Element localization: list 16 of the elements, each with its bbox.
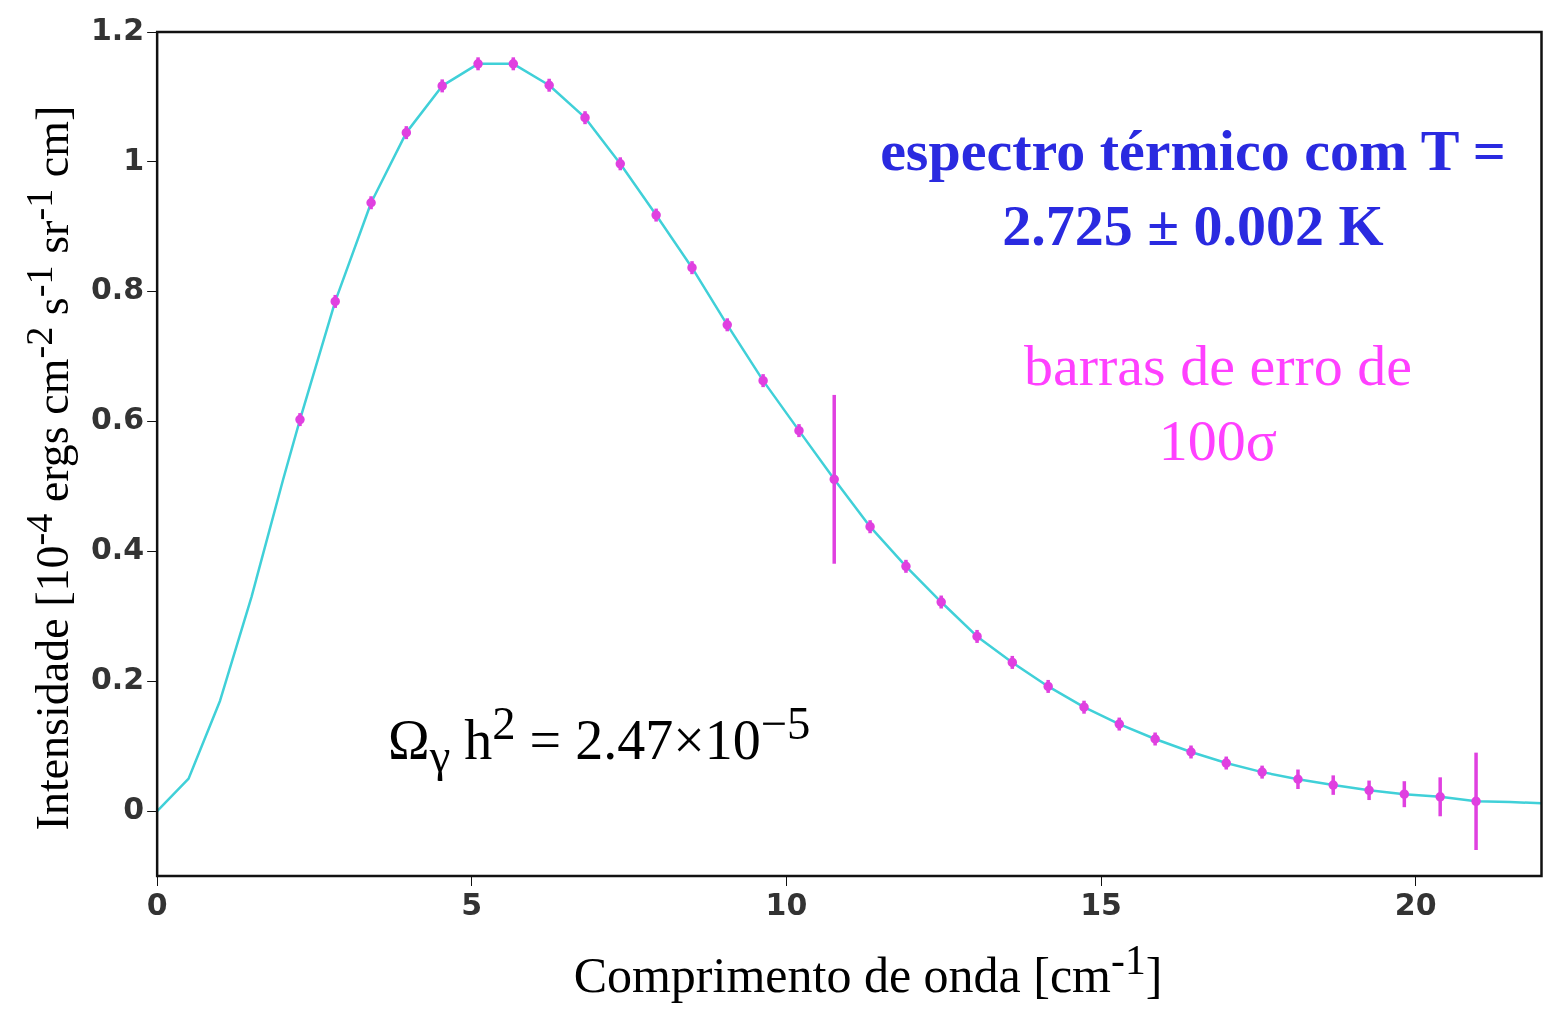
annotation: espectro térmico com T = 2.725 ± 0.002 K <box>879 117 1507 261</box>
x-tick-label: 0 <box>146 886 168 922</box>
y-tick-label: 0 <box>123 790 145 826</box>
x-axis-title: Comprimento de onda [cm$^{-1}$] <box>572 936 1164 1004</box>
y-tick-label: 1.2 <box>90 11 145 47</box>
annotation: barras de erro de 100σ <box>1022 332 1413 476</box>
y-tick-label: 0.4 <box>90 531 145 567</box>
y-tick-label: 0.2 <box>90 661 145 697</box>
y-tick-label: 0.8 <box>90 271 145 307</box>
annotation: Ω$_{γ}$ h$^{2}$ = 2.47×10$^{−5}$ <box>388 696 812 783</box>
x-tick-label: 15 <box>1080 886 1122 922</box>
x-tick-label: 10 <box>765 886 808 922</box>
x-tick-label: 5 <box>461 886 483 922</box>
y-tick-label: 0.6 <box>90 401 145 437</box>
y-tick-label: 1 <box>123 141 145 177</box>
x-tick-label: 20 <box>1394 886 1437 922</box>
